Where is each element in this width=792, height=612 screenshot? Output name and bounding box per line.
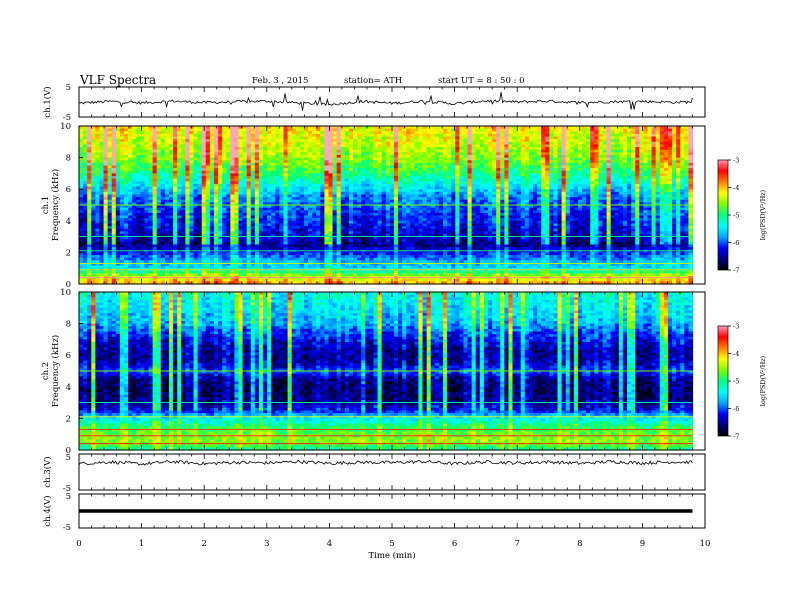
date-label: Feb. 3 , 2015 [252, 76, 308, 86]
x-tick-label: 2 [201, 539, 206, 549]
ch4-ytick-top: 5 [66, 492, 71, 502]
ch2-spectrogram-ytick: 6 [66, 351, 71, 361]
ch1-spectrogram-ytick: 2 [66, 248, 71, 258]
colorbar-tick: -4 [733, 350, 739, 358]
x-tick-label: 1 [139, 539, 144, 549]
colorbar-tick: -7 [733, 267, 739, 275]
ch2-colorbar: -3 -4 -5 -6 -7 log(PSD(V²/Hz) [718, 323, 767, 441]
ch1-ytick-top: 5 [66, 83, 71, 93]
x-tick-label: 10 [700, 539, 711, 549]
colorbar-tick: -6 [733, 239, 739, 247]
ch3-frame [79, 454, 705, 490]
ch1-ylabel: ch.1(V) [42, 86, 53, 117]
colorbar-tick: -7 [733, 433, 739, 441]
ch4-ytick-bottom: -5 [63, 523, 71, 533]
x-tick-label: 7 [514, 539, 519, 549]
ch2-spectrogram-ytick: 2 [66, 414, 71, 424]
colorbar-tick: -5 [733, 378, 739, 386]
ch2-spectrogram-ytick: 10 [60, 288, 71, 298]
start-time-label: start UT = 8 : 50 : 0 [438, 76, 525, 86]
colorbar-tick: -3 [733, 157, 739, 165]
ch2-colorbar-gradient [718, 326, 728, 436]
vlf-spectra-figure: VLF Spectra Feb. 3 , 2015 station= ATH s… [0, 0, 792, 612]
x-tick-label: 8 [577, 539, 582, 549]
ch3-ytick-top: 5 [66, 453, 71, 463]
ch1-spectrogram-ytick: 8 [66, 154, 71, 164]
x-tick-label: 5 [389, 539, 394, 549]
ch2-spectrogram-ytick: 8 [66, 320, 71, 330]
ch1-spectrogram-ylabel-top: ch.1 [41, 196, 51, 214]
ch2-spectrogram-ytick: 4 [66, 383, 71, 393]
ch2-spectrogram [79, 292, 693, 451]
figure-title: VLF Spectra [79, 73, 156, 87]
ch1-trace [79, 92, 693, 111]
ch1-spectrogram-ytick: 6 [66, 185, 71, 195]
ch1-colorbar: -3 -4 -5 -6 -7 log(PSD(V²/Hz) [718, 157, 767, 275]
colorbar-tick: -6 [733, 405, 739, 413]
x-axis-label: Time (min) [368, 550, 415, 561]
ch1-colorbar-label: log(PSD(V²/Hz) [759, 189, 767, 240]
colorbar-tick: -3 [733, 323, 739, 331]
colorbar-tick: -4 [733, 184, 739, 192]
ch4-ylabel: ch.4(V) [42, 495, 53, 526]
ch3-ylabel: ch.3(V) [42, 456, 53, 487]
ch1-spectrogram-ytick: 10 [60, 122, 71, 132]
ch3-trace [79, 460, 693, 465]
x-tick-label: 0 [76, 539, 81, 549]
colorbar-tick: -5 [733, 212, 739, 220]
x-tick-label: 4 [327, 539, 332, 549]
ch1-spectrogram [79, 126, 693, 285]
ch1-line [79, 92, 693, 111]
ch1-colorbar-gradient [718, 160, 728, 270]
ch1-spectrogram-ylabel: Frequency (kHz) [50, 169, 61, 241]
station-label: station= ATH [344, 76, 402, 86]
ch1-spectrogram-ytick: 4 [66, 217, 71, 227]
ch3-line [79, 460, 693, 465]
x-tick-label: 6 [452, 539, 457, 549]
x-tick-label: 9 [640, 539, 645, 549]
ch2-spectrogram-ylabel: Frequency (kHz) [50, 335, 61, 407]
x-tick-label: 3 [264, 539, 269, 549]
ch2-colorbar-label: log(PSD(V²/Hz) [759, 355, 767, 406]
ch2-spectrogram-ylabel-top: ch.2 [41, 362, 51, 380]
